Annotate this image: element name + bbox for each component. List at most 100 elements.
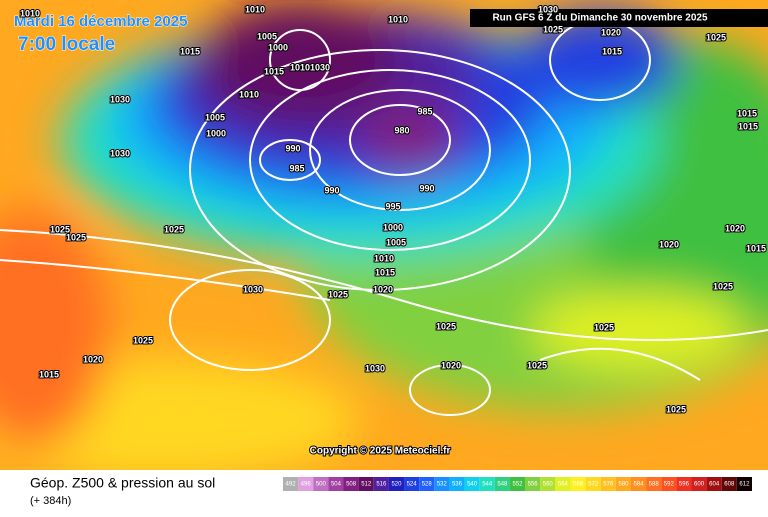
scale-cell (373, 477, 389, 491)
scale-label: 500 (316, 482, 327, 488)
scale-cell (600, 477, 616, 491)
isobar-label: 1025 (543, 24, 563, 34)
scale-label: 496 (301, 482, 312, 488)
isobar-label: 1030 (538, 4, 558, 14)
scale-cell (328, 477, 344, 491)
isobar-label: 1000 (268, 42, 288, 52)
isobar-label: 1010 (290, 62, 310, 72)
isobar-label: 1030 (310, 62, 330, 72)
footer-lead: (+ 384h) (30, 495, 71, 507)
isobar-label: 1010 (374, 253, 394, 263)
isobar-label: 1015 (737, 108, 757, 118)
scale-label: 548 (497, 482, 508, 488)
isobar-label: 1015 (602, 46, 622, 56)
scale-cell (449, 477, 465, 491)
scale-cell (358, 477, 374, 491)
scale-label: 584 (634, 482, 645, 488)
scale-label: 552 (512, 482, 523, 488)
isobar-label: 1030 (110, 148, 130, 158)
scale-label: 516 (376, 482, 387, 488)
isobar-label: 1020 (725, 223, 745, 233)
scale-cell (313, 477, 329, 491)
map-field (0, 0, 768, 470)
scale-label: 556 (528, 482, 539, 488)
isobar-label: 1015 (264, 66, 284, 76)
isobar-label: 1000 (383, 222, 403, 232)
isobar-label: 1025 (527, 360, 547, 370)
isobar-label: 1020 (659, 239, 679, 249)
scale-cell (494, 477, 510, 491)
isobar-label: 1010 (388, 14, 408, 24)
isobar-label: 1015 (738, 121, 758, 131)
scale-label: 592 (664, 482, 675, 488)
scale-cell (646, 477, 662, 491)
scale-cell (676, 477, 692, 491)
scale-cell (388, 477, 405, 491)
scale-label: 528 (422, 482, 433, 488)
isobar-label: 1025 (133, 335, 153, 345)
isobar-label: 1025 (594, 322, 614, 332)
isobar-label: 1000 (206, 128, 226, 138)
scale-label: 588 (649, 482, 660, 488)
scale-label: 512 (361, 482, 372, 488)
scale-label: 492 (286, 482, 297, 488)
scale-label: 540 (467, 482, 478, 488)
scale-cell (555, 477, 571, 491)
scale-label: 508 (346, 482, 357, 488)
isobar-label: 1030 (365, 363, 385, 373)
isobar-label: 990 (324, 185, 339, 195)
isobar-label: 1005 (386, 237, 406, 247)
isobar-label: 1030 (110, 94, 130, 104)
forecast-time: 7:00 locale (18, 34, 115, 55)
isobar-label: 1020 (83, 354, 103, 364)
scale-cell (661, 477, 677, 491)
isobar-label: 1020 (601, 27, 621, 37)
copyright: Copyright © 2025 Meteociel.fr (310, 446, 451, 457)
scale-label: 568 (573, 482, 584, 488)
scale-label: 612 (739, 482, 750, 488)
isobar-label: 1015 (39, 369, 59, 379)
scale-cell (570, 477, 586, 491)
isobar-label: 1025 (666, 404, 686, 414)
scale-label: 564 (558, 482, 569, 488)
scale-cell (464, 477, 480, 491)
isobar-label: 1030 (243, 284, 263, 294)
isobar-label: 1010 (20, 8, 40, 18)
scale-label: 544 (482, 482, 493, 488)
scale-cell (706, 477, 722, 491)
scale-cell (721, 477, 737, 491)
scale-cell (283, 477, 299, 491)
scale-cell (630, 477, 647, 491)
scale-cell (434, 477, 450, 491)
forecast-date: Mardi 16 décembre 2025 (14, 13, 187, 30)
scale-label: 604 (709, 482, 720, 488)
scale-cell (479, 477, 495, 491)
isobar-label: 990 (285, 143, 300, 153)
isobar-label: 1015 (375, 267, 395, 277)
scale-label: 560 (543, 482, 554, 488)
run-banner (470, 9, 768, 27)
color-scale: 492 496 500 504 508 512 516 520 524 528 532 536 540 5… (283, 477, 752, 491)
scale-cell (509, 477, 526, 491)
isobar-label: 1025 (713, 281, 733, 291)
scale-label: 524 (407, 482, 418, 488)
scale-cell (585, 477, 601, 491)
run-label: Run GFS 6 Z du Dimanche 30 novembre 2025 (492, 13, 708, 24)
isobar-label: 1005 (257, 31, 277, 41)
scale-cell (343, 477, 359, 491)
scale-cell (736, 477, 752, 491)
isobar-label: 1025 (328, 289, 348, 299)
isobar-label: 1015 (180, 46, 200, 56)
isobar-label: 985 (417, 106, 432, 116)
isobar-label: 980 (394, 125, 409, 135)
footer-title: Géop. Z500 & pression au sol (30, 475, 215, 491)
isobar-label: 1010 (245, 4, 265, 14)
scale-label: 576 (603, 482, 614, 488)
isobar-label: 1025 (706, 32, 726, 42)
scale-cell (691, 477, 707, 491)
scale-cell (525, 477, 541, 491)
isobar-label: 1020 (441, 360, 461, 370)
isobar-label: 1025 (436, 321, 456, 331)
